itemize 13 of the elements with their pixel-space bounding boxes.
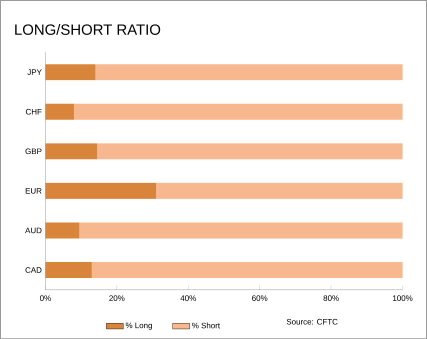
bar [92, 262, 403, 278]
bar [45, 262, 92, 278]
bar [45, 143, 98, 160]
bar [95, 64, 403, 80]
bar [156, 182, 403, 199]
bar [97, 143, 403, 160]
bar [45, 222, 80, 238]
bar [45, 182, 156, 199]
bar [45, 64, 96, 80]
bar [74, 104, 403, 120]
bar [45, 104, 74, 120]
chart-title: LONG/SHORT RATIO [15, 24, 160, 35]
bar [79, 222, 403, 238]
